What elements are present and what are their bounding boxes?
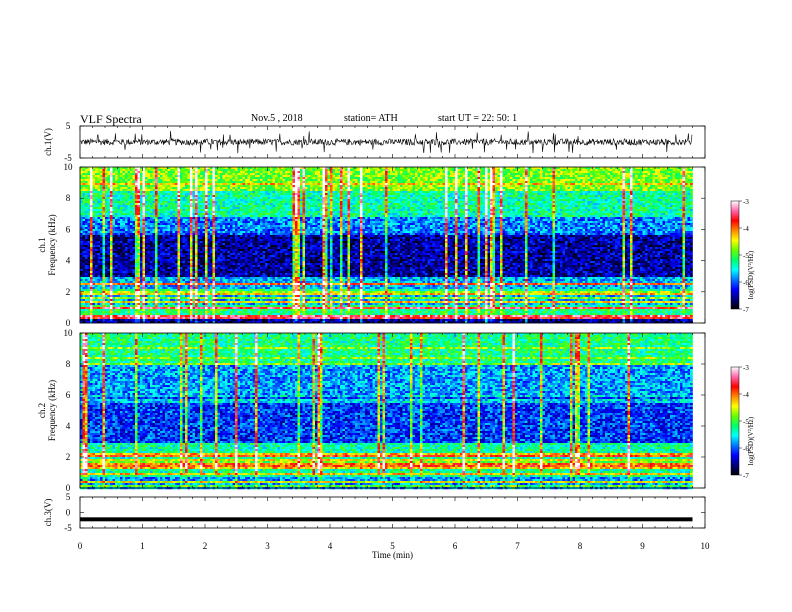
x-tick-label: 10 — [701, 541, 711, 551]
ch3-waveform-ylabel: ch.3(V) — [43, 499, 53, 527]
ch1-spectrogram-colorbar-tick-label: -7 — [743, 306, 749, 314]
ch1-spectrogram-colorbar-tick-label: -3 — [743, 198, 749, 206]
ch2-spectrogram-colorbar-tick-label: -7 — [743, 472, 749, 480]
ch2-spectrogram-colorbar-tick-label: -4 — [743, 391, 749, 399]
ch1-waveform-ytick-label: 5 — [66, 121, 71, 131]
x-tick-label: 3 — [265, 541, 270, 551]
ch2-spectrogram-ytick-label: 8 — [66, 359, 71, 369]
x-tick-label: 7 — [515, 541, 520, 551]
ch2-spectrogram-ylabel: ch.2 — [37, 403, 47, 418]
ch1-spectrogram-ylabel: Frequency (kHz) — [47, 214, 57, 275]
ch1-waveform-ylabel: ch.1(V) — [43, 128, 53, 156]
ch1-spectrogram-ytick-label: 4 — [66, 256, 71, 266]
ch1-spectrogram-image — [80, 167, 705, 323]
ch2-spectrogram-ylabel: Frequency (kHz) — [47, 380, 57, 441]
ch3-waveform-line — [80, 517, 693, 521]
ch3-waveform-ytick-label: 5 — [66, 492, 71, 502]
ch2-spectrogram-ytick-label: 4 — [66, 421, 71, 431]
ch1-spectrogram-ytick-label: 2 — [66, 287, 71, 297]
x-tick-label: 9 — [640, 541, 645, 551]
x-tick-label: 6 — [453, 541, 458, 551]
ch2-spectrogram-colorbar-label: log(PSD)(V²/Hz) — [747, 416, 755, 465]
ch1-waveform-line — [80, 131, 692, 153]
ch3-waveform-frame — [80, 497, 705, 528]
ch1-spectrogram-colorbar-tick-label: -4 — [743, 225, 749, 233]
ch2-spectrogram-colorbar-tick-label: -3 — [743, 364, 749, 372]
ch1-waveform-frame — [80, 126, 705, 158]
ch2-spectrogram-colorbar — [731, 367, 739, 475]
x-tick-label: 1 — [140, 541, 145, 551]
ch2-spectrogram-ytick-label: 2 — [66, 452, 71, 462]
ch1-spectrogram-ytick-label: 8 — [66, 193, 71, 203]
ch1-spectrogram-ylabel: ch.1 — [37, 237, 47, 252]
ch2-spectrogram-ytick-label: 0 — [66, 483, 71, 493]
x-tick-label: 2 — [203, 541, 208, 551]
ch3-waveform-ytick-label: 0 — [66, 508, 71, 518]
ch1-spectrogram-ytick-label: 0 — [66, 318, 71, 328]
ch2-spectrogram-image — [80, 333, 705, 489]
ch1-spectrogram-ytick-label: 6 — [66, 224, 71, 234]
ch1-spectrogram-colorbar — [731, 201, 739, 309]
x-tick-label: 8 — [578, 541, 583, 551]
ch2-spectrogram-ytick-label: 10 — [64, 328, 74, 338]
ch1-spectrogram-ytick-label: 10 — [64, 162, 74, 172]
ch1-spectrogram-colorbar-label: log(PSD)(V²/Hz) — [747, 250, 755, 299]
x-axis-label: Time (min) — [372, 550, 413, 560]
ch3-waveform-ytick-label: -5 — [64, 523, 72, 533]
x-tick-label: 0 — [78, 541, 83, 551]
x-tick-label: 4 — [328, 541, 333, 551]
ch2-spectrogram-ytick-label: 6 — [66, 390, 71, 400]
